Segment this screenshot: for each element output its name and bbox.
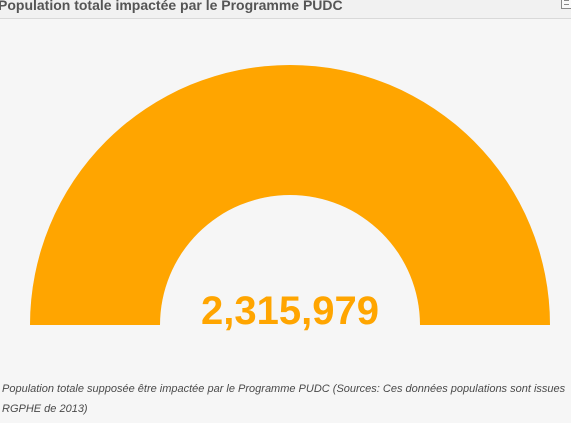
panel-title: Population totale impactée par le Progra… [0, 0, 343, 13]
expand-icon[interactable] [561, 0, 571, 9]
gauge-chart: 2,315,979 [30, 65, 550, 333]
caption-line-2: RGPHE de 2013) [2, 403, 88, 415]
gauge-fill [30, 65, 550, 325]
caption-line-1: Population totale supposée être impactée… [2, 383, 568, 395]
panel-header: Population totale impactée par le Progra… [0, 0, 571, 19]
chart-caption: Population totale supposée être impactée… [2, 379, 568, 419]
gauge-value-label: 2,315,979 [201, 289, 379, 333]
